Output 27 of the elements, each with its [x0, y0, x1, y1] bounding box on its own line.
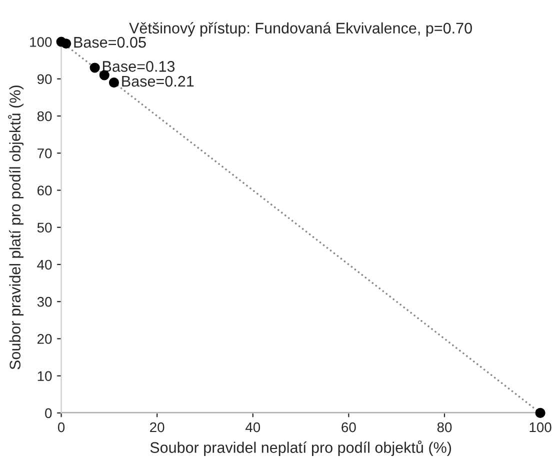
- y-tick-label: 30: [37, 296, 52, 307]
- y-tick-label: 60: [38, 186, 52, 196]
- x-axis-title: Soubor pravidel neplatí pro podíl objektů (%): [150, 440, 452, 456]
- point: [90, 62, 100, 73]
- x-tick-label: 20: [150, 422, 164, 432]
- y-tick-label: 20: [37, 334, 52, 344]
- chart-title: Většinový přístup: Fundovaná Ekvivalence, p=0.70: [129, 22, 472, 37]
- y-tick-label: 50: [37, 222, 52, 233]
- y-tick-label: 40: [37, 260, 52, 270]
- y-axis-title: Soubor pravidel platí pro podíl objektů (%): [8, 86, 24, 370]
- x-tick-label: 100: [530, 422, 552, 432]
- annotation: Base=0.21: [122, 76, 194, 87]
- y-tick-label: 70: [38, 148, 52, 158]
- x-tick-label: 80: [437, 422, 452, 432]
- annotation: Base=0.13: [103, 61, 175, 72]
- x-tick-label: 40: [245, 422, 260, 432]
- point: [61, 38, 72, 49]
- y-tick-label: 90: [37, 74, 52, 84]
- y-tick-label: 0: [45, 408, 52, 418]
- y-tick-label: 80: [37, 111, 52, 122]
- y-tick-label: 100: [30, 37, 52, 47]
- annotation: Base=0.05: [74, 36, 146, 48]
- y-tick-label: 10: [38, 371, 52, 382]
- x-tick-label: 0: [58, 422, 65, 432]
- point: [535, 408, 546, 418]
- x-tick-label: 60: [342, 422, 356, 432]
- point: [108, 78, 119, 88]
